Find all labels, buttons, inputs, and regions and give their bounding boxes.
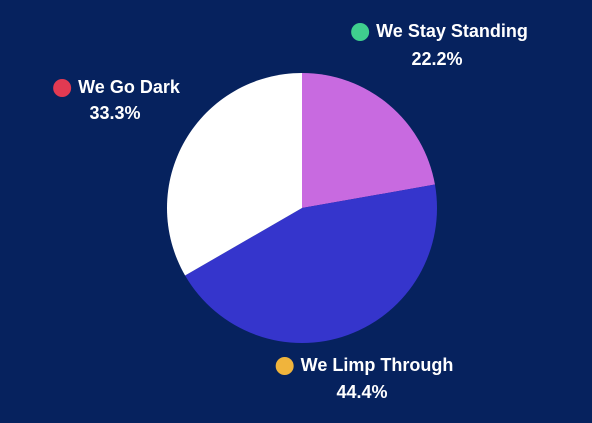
value-label: 44.4% xyxy=(336,382,387,402)
slice-label: We Go Dark xyxy=(78,77,181,97)
slice-label: We Limp Through xyxy=(301,355,454,375)
value-label: 33.3% xyxy=(89,103,140,123)
label-dot xyxy=(53,79,72,97)
label-dot xyxy=(275,357,294,375)
pie-slice xyxy=(185,184,437,343)
label-dot xyxy=(351,23,370,41)
pie-slice xyxy=(167,73,302,276)
value-label: 22.2% xyxy=(411,49,462,69)
pie-slice xyxy=(302,73,435,208)
slice-label: We Stay Standing xyxy=(376,21,528,41)
